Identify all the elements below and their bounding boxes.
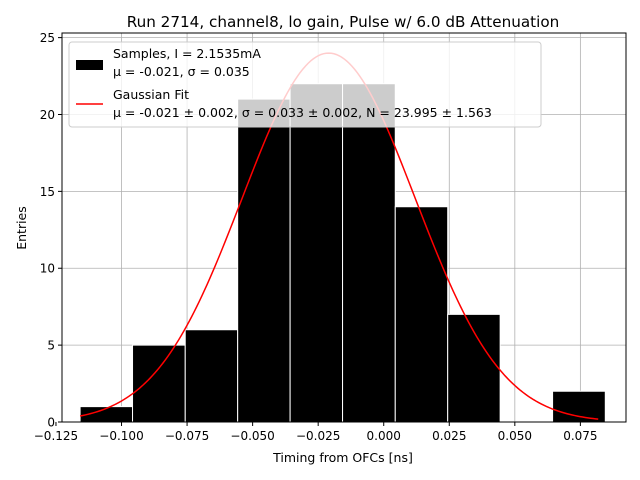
x-tick-label: 0.075 — [563, 429, 597, 443]
y-axis-ticks: 0 5 10 15 20 25 — [40, 31, 62, 430]
legend: Samples, I = 2.1535mA μ = -0.021, σ = 0.… — [68, 41, 542, 128]
histogram-bar — [237, 98, 291, 423]
x-tick-label: −0.025 — [296, 429, 340, 443]
legend-fit-label: Gaussian Fit — [113, 87, 189, 102]
bars-layer — [79, 83, 606, 423]
x-tick-label: −0.125 — [34, 429, 78, 443]
x-tick-label: 0.000 — [367, 429, 401, 443]
x-tick-label: 0.025 — [432, 429, 466, 443]
legend-fit-stats: μ = -0.021 ± 0.002, σ = 0.033 ± 0.002, N… — [113, 105, 492, 120]
legend-box — [68, 41, 542, 128]
legend-samples-swatch — [76, 60, 103, 70]
x-tick-label: −0.075 — [165, 429, 209, 443]
y-tick-label: 0 — [47, 416, 55, 430]
histogram-bar — [552, 390, 606, 423]
legend-samples-stats: μ = -0.021, σ = 0.035 — [113, 64, 250, 79]
y-tick-label: 5 — [47, 339, 55, 353]
y-tick-label: 15 — [40, 185, 55, 199]
plot-frame — [61, 32, 627, 423]
chart-title: Run 2714, channel8, lo gain, Pulse w/ 6.… — [127, 13, 560, 31]
histogram-bar — [394, 206, 449, 423]
legend-samples-label: Samples, I = 2.1535mA — [113, 46, 261, 61]
x-axis-ticks: −0.125 −0.100 −0.075 −0.050 −0.025 0.000 0.025… — [34, 422, 598, 443]
x-axis-label: Timing from OFCs [ns] — [272, 450, 413, 465]
histogram-bar — [289, 83, 344, 423]
histogram-bar — [342, 83, 396, 423]
histogram-bar — [132, 344, 186, 423]
x-tick-label: 0.050 — [498, 429, 532, 443]
y-tick-label: 20 — [40, 108, 55, 122]
y-tick-label: 10 — [40, 262, 55, 276]
y-tick-label: 25 — [40, 31, 55, 45]
y-axis-label: Entries — [14, 206, 29, 250]
histogram-bar — [184, 329, 239, 423]
x-tick-label: −0.100 — [99, 429, 143, 443]
x-tick-label: −0.050 — [230, 429, 274, 443]
